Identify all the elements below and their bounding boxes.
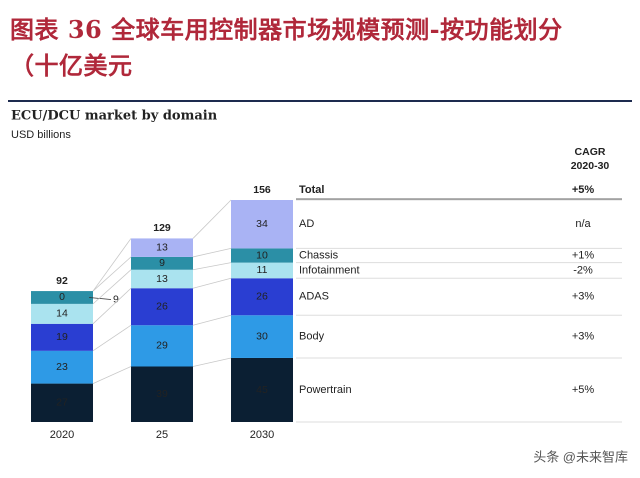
legend-label: Chassis (299, 249, 339, 261)
bar-segment (131, 256, 193, 270)
bar-segment (231, 357, 293, 422)
data-label: 11 (257, 264, 268, 276)
connector (192, 199, 232, 239)
legend-label: Body (299, 331, 325, 343)
data-label: 9 (113, 293, 119, 305)
x-tick-label: 2030 (250, 429, 274, 441)
data-label: 26 (156, 301, 168, 313)
bar-segment (231, 262, 293, 279)
leader-line (88, 297, 112, 300)
total-label: 129 (153, 222, 171, 234)
legend-label: Powertrain (299, 384, 352, 396)
cagr-value: +3% (572, 331, 595, 343)
bar-segment (31, 303, 93, 324)
connector (192, 247, 232, 258)
x-tick-label: 25 (156, 429, 168, 441)
bar-segment (231, 200, 293, 249)
total-label: 92 (56, 275, 68, 287)
data-label: 29 (156, 340, 168, 352)
data-label: 30 (256, 330, 268, 342)
connector (92, 269, 132, 305)
legend-label: AD (299, 218, 314, 230)
bar-segment (31, 291, 93, 304)
chart-title: ECU/DCU market by domain (11, 109, 218, 124)
bar-segment (231, 315, 293, 358)
cagr-value: +5% (572, 184, 595, 196)
data-label: 13 (156, 241, 168, 253)
bar-segment (231, 248, 293, 263)
data-label: 34 (256, 218, 268, 230)
watermark: 头条 @未来智库 (533, 449, 628, 464)
data-label: 9 (159, 257, 165, 269)
cagr-value: +3% (572, 291, 595, 303)
total-label: 156 (253, 184, 271, 196)
cagr-header: CAGR (575, 146, 606, 158)
connector (92, 238, 132, 292)
connector (92, 287, 132, 325)
legend-label: ADAS (299, 291, 329, 303)
data-label: 45 (256, 384, 268, 396)
chart-subtitle: USD billions (11, 129, 71, 141)
bar-segment (131, 325, 193, 367)
cagr-header: 2020-30 (571, 160, 610, 172)
data-label: 10 (256, 249, 268, 261)
data-label: 14 (56, 308, 68, 320)
cagr-value: +5% (572, 384, 595, 396)
data-label: 19 (56, 331, 68, 343)
connector (192, 262, 232, 271)
connector (192, 357, 232, 367)
bar-segment (131, 288, 193, 326)
connector (192, 314, 232, 326)
cagr-value: n/a (575, 218, 591, 230)
data-label: 39 (156, 388, 168, 400)
bar-segment (131, 238, 193, 257)
connector (92, 256, 132, 292)
bar-segment (131, 366, 193, 422)
data-label: 27 (56, 397, 68, 409)
data-label: 23 (56, 361, 68, 373)
cagr-value: +1% (572, 249, 595, 261)
legend-label: Total (299, 184, 324, 196)
x-tick-label: 2020 (50, 429, 74, 441)
bar-segment (231, 278, 293, 316)
data-label: 26 (256, 291, 268, 303)
connector (92, 366, 132, 384)
connector (192, 277, 232, 289)
bar-segment (31, 350, 93, 384)
bar-segment (131, 269, 193, 289)
data-label: 13 (156, 273, 168, 285)
bar-segment (31, 323, 93, 351)
connector (92, 324, 132, 352)
cagr-value: -2% (573, 264, 593, 276)
legend-label: Infotainment (299, 264, 360, 276)
bar-segment (31, 383, 93, 422)
data-label: 0 (59, 291, 65, 303)
figure-title: 图表 36 全球车用控制器市场规模预测-按功能划分（十亿美元 (10, 15, 563, 80)
